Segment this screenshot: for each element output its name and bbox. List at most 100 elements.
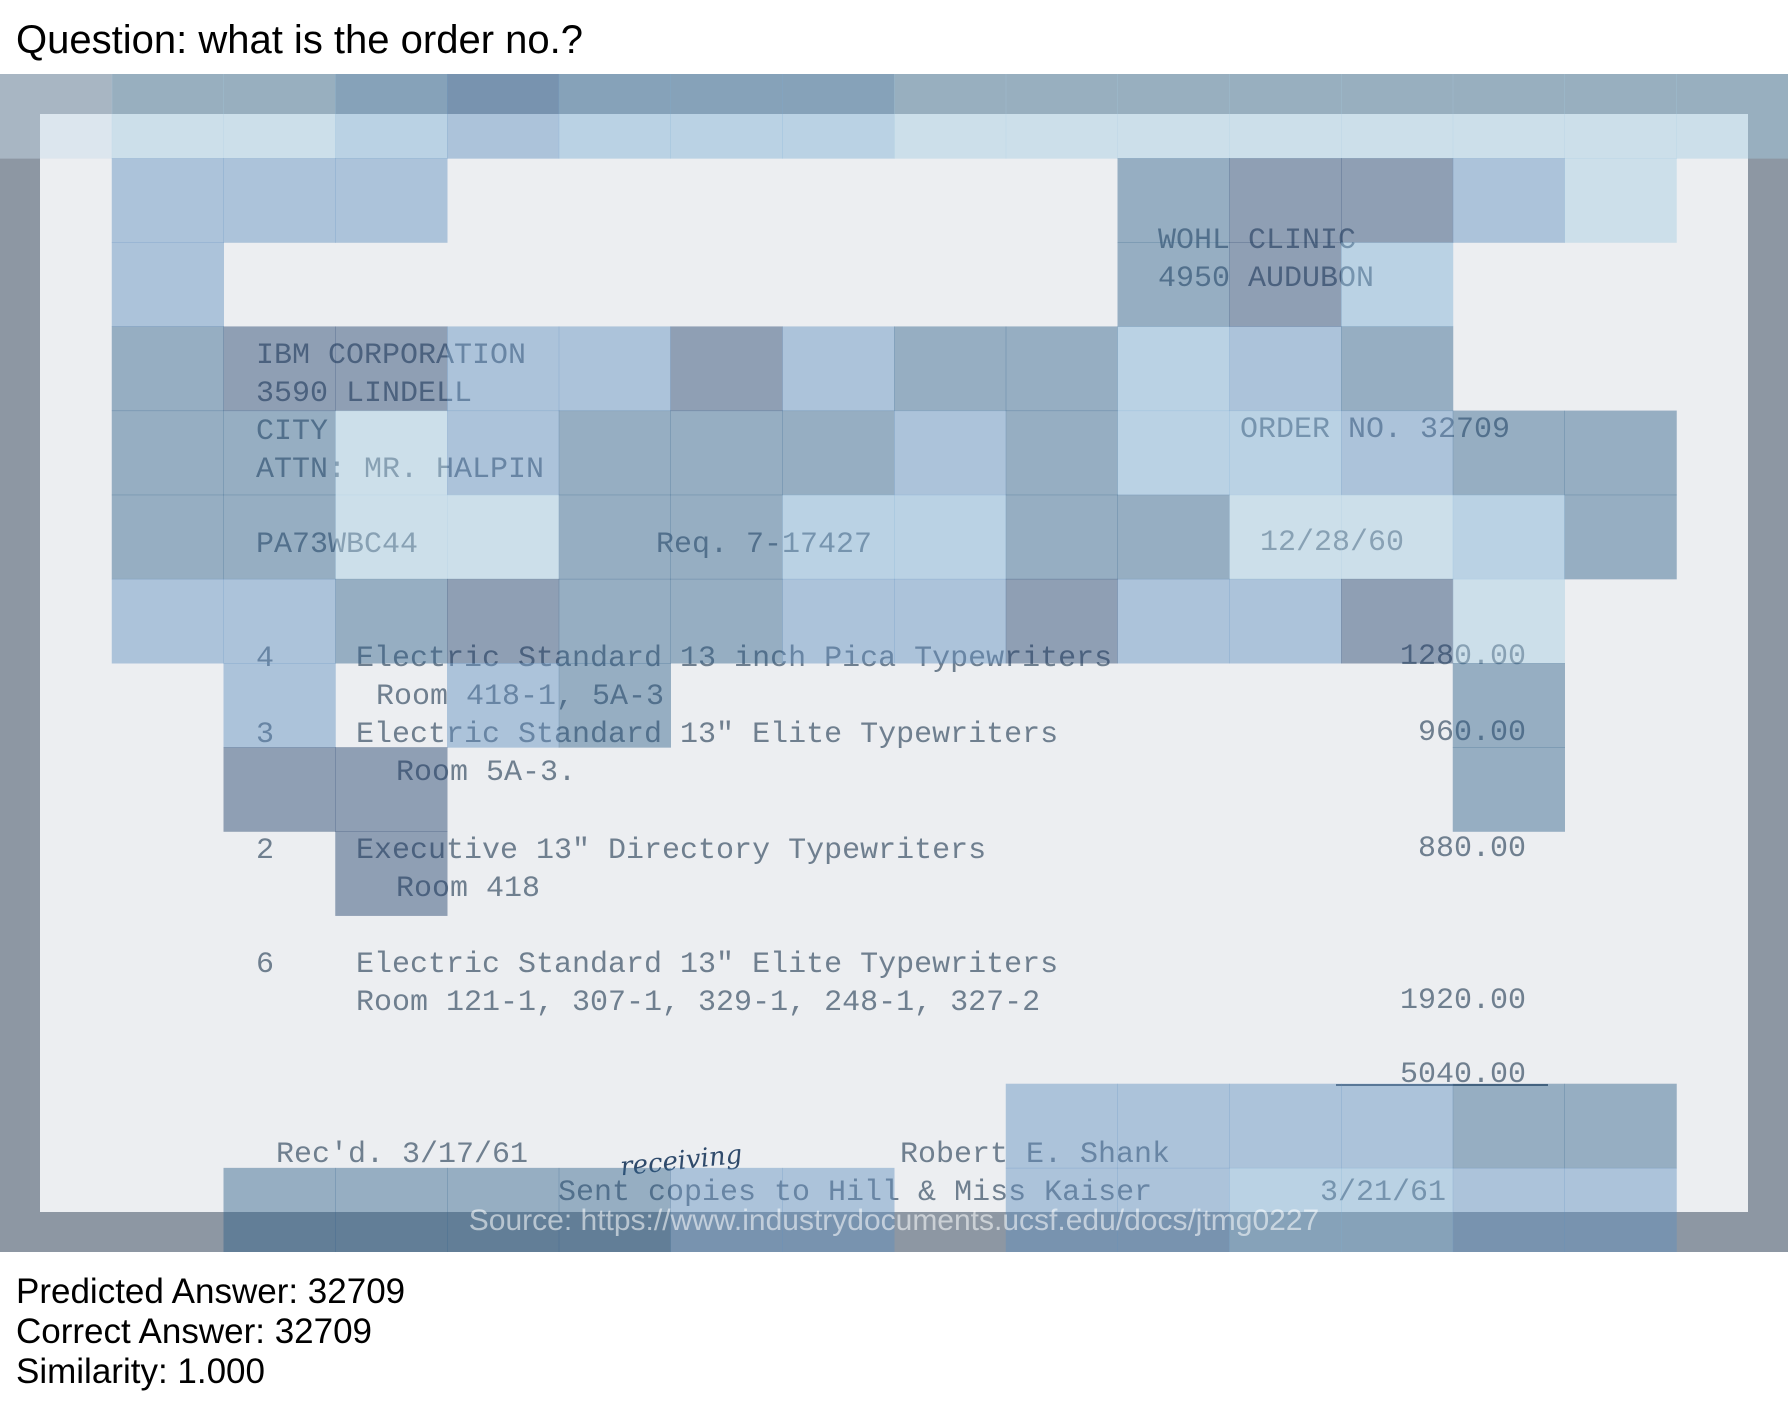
heatmap-cell bbox=[1452, 1083, 1565, 1169]
heatmap-cell bbox=[1229, 494, 1342, 580]
clinic-address: 4950 AUDUBON bbox=[1158, 262, 1375, 296]
vendor-address: 3590 LINDELL bbox=[256, 377, 473, 411]
heatmap-cell bbox=[558, 326, 671, 412]
item-qty: 2 bbox=[256, 834, 275, 868]
heatmap-cell bbox=[223, 1167, 336, 1252]
item-qty: 3 bbox=[256, 718, 275, 752]
heatmap-cell bbox=[223, 578, 336, 664]
copies-note: Sent copies to Hill & Miss Kaiser bbox=[558, 1176, 1153, 1210]
heatmap-cell bbox=[1341, 326, 1454, 412]
heatmap-cell bbox=[335, 831, 448, 916]
heatmap-cell bbox=[1341, 410, 1454, 496]
heatmap-cell bbox=[447, 663, 560, 748]
heatmap-cell bbox=[111, 74, 224, 159]
heatmap-cell bbox=[1341, 1167, 1454, 1252]
heatmap-cell bbox=[558, 494, 671, 580]
heatmap-cell bbox=[894, 74, 1007, 159]
heatmap-cell bbox=[894, 578, 1007, 664]
heatmap-cell bbox=[335, 1167, 448, 1252]
heatmap-cell bbox=[111, 326, 224, 412]
heatmap-cell bbox=[1564, 1167, 1677, 1252]
heatmap-cell bbox=[782, 74, 895, 159]
heatmap-cell bbox=[1341, 242, 1454, 327]
heatmap-cell bbox=[335, 158, 448, 243]
heatmap-cell bbox=[1229, 158, 1342, 243]
question-text: Question: what is the order no.? bbox=[16, 18, 583, 62]
item-amount: 880.00 bbox=[1418, 832, 1527, 866]
heatmap-cell bbox=[1229, 242, 1342, 327]
heatmap-cell bbox=[670, 326, 783, 412]
heatmap-cell bbox=[558, 1167, 671, 1252]
heatmap-cell bbox=[1452, 663, 1565, 748]
heatmap-cell bbox=[447, 494, 560, 580]
heatmap-cell bbox=[782, 326, 895, 412]
predicted-answer: Predicted Answer: 32709 bbox=[16, 1272, 406, 1311]
heatmap-cell bbox=[1341, 74, 1454, 159]
heatmap-cell bbox=[1341, 1083, 1454, 1169]
item-description: Electric Standard 13 inch Pica Typewrite… bbox=[356, 642, 1113, 676]
heatmap-cell bbox=[1117, 578, 1230, 664]
heatmap-cell bbox=[670, 410, 783, 496]
vendor-city: CITY bbox=[256, 415, 329, 449]
heatmap-cell bbox=[223, 663, 336, 748]
similarity-score: Similarity: 1.000 bbox=[16, 1352, 265, 1391]
heatmap-cell bbox=[223, 158, 336, 243]
heatmap-cell bbox=[1117, 74, 1230, 159]
item-qty: 6 bbox=[256, 948, 275, 982]
item-description: Executive 13" Directory Typewriters bbox=[356, 834, 987, 868]
heatmap-cell bbox=[1452, 747, 1565, 832]
heatmap-cell bbox=[1005, 410, 1118, 496]
item-room: Room 5A-3. bbox=[396, 756, 577, 790]
vendor-name: IBM CORPORATION bbox=[256, 339, 527, 373]
heatmap-cell bbox=[1564, 74, 1677, 159]
heatmap-cell bbox=[782, 1167, 895, 1252]
heatmap-cell bbox=[670, 74, 783, 159]
heatmap-cell bbox=[447, 74, 560, 159]
heatmap-cell bbox=[1564, 494, 1677, 580]
purchase-order-paper bbox=[40, 114, 1748, 1212]
signer-name: Robert E. Shank bbox=[900, 1138, 1171, 1172]
heatmap-cell bbox=[111, 410, 224, 496]
heatmap-cell bbox=[447, 578, 560, 664]
heatmap-cell bbox=[894, 410, 1007, 496]
requisition-number: Req. 7-17427 bbox=[656, 528, 873, 562]
heatmap-cell bbox=[1117, 1167, 1230, 1252]
heatmap-cell bbox=[894, 494, 1007, 580]
heatmap-cell bbox=[335, 74, 448, 159]
heatmap-cell bbox=[1117, 326, 1230, 412]
heatmap-cell bbox=[1005, 1167, 1118, 1252]
heatmap-cell bbox=[1229, 578, 1342, 664]
clinic-name: WOHL CLINIC bbox=[1158, 224, 1357, 258]
heatmap-cell bbox=[335, 747, 448, 832]
heatmap-cell bbox=[1676, 74, 1788, 159]
heatmap-cell bbox=[1005, 494, 1118, 580]
correct-answer: Correct Answer: 32709 bbox=[16, 1312, 373, 1351]
heatmap-cell bbox=[335, 494, 448, 580]
item-description: Electric Standard 13" Elite Typewriters bbox=[356, 718, 1059, 752]
heatmap-cell bbox=[558, 578, 671, 664]
heatmap-cell bbox=[223, 494, 336, 580]
heatmap-cell bbox=[447, 326, 560, 412]
heatmap-cell bbox=[1564, 158, 1677, 243]
heatmap-cell bbox=[670, 1167, 783, 1252]
heatmap-cell bbox=[1117, 410, 1230, 496]
heatmap-cell bbox=[782, 578, 895, 664]
heatmap-cell bbox=[447, 1167, 560, 1252]
heatmap-cell bbox=[335, 578, 448, 664]
heatmap-cell bbox=[1005, 578, 1118, 664]
item-amount: 1280.00 bbox=[1400, 640, 1527, 674]
heatmap-cell bbox=[1564, 1083, 1677, 1169]
item-amount: 960.00 bbox=[1418, 716, 1527, 750]
heatmap-cell bbox=[223, 326, 336, 412]
heatmap-cell bbox=[558, 410, 671, 496]
heatmap-cell bbox=[1452, 578, 1565, 664]
heatmap-cell bbox=[1452, 410, 1565, 496]
heatmap-cell bbox=[111, 494, 224, 580]
heatmap-cell bbox=[1564, 410, 1677, 496]
order-total: 5040.00 bbox=[1400, 1058, 1527, 1092]
heatmap-cell bbox=[670, 494, 783, 580]
heatmap-cell bbox=[1229, 74, 1342, 159]
results-panel: Predicted Answer: 32709 Correct Answer: … bbox=[16, 1272, 405, 1392]
heatmap-cell bbox=[223, 74, 336, 159]
heatmap-cell bbox=[111, 578, 224, 664]
